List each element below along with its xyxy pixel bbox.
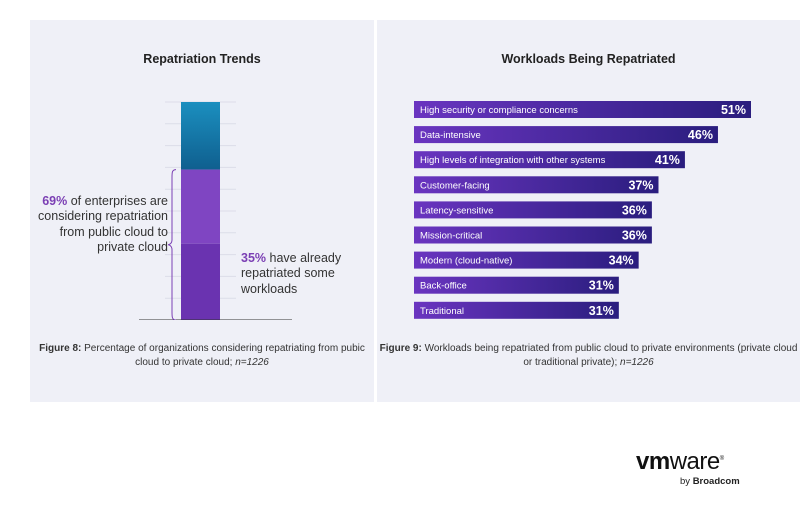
repatriated-pct: 35%: [241, 251, 267, 265]
workload-bar: [414, 151, 685, 169]
bar-segment-remainder: [181, 102, 220, 170]
figure-8-caption: Figure 8: Percentage of organizations co…: [30, 342, 374, 370]
workload-bar: [414, 126, 718, 144]
workload-bar-label: Traditional: [420, 306, 464, 317]
workload-bar: [414, 201, 652, 219]
considering-text: of enterprises are considering repatriat…: [38, 194, 168, 255]
figure-8-label: Figure 8:: [39, 343, 82, 354]
left-panel-title: Repatriation Trends: [143, 52, 261, 66]
workload-bar-value: 31%: [589, 279, 614, 293]
considering-annotation: 69% of enterprises are considering repat…: [28, 194, 168, 256]
vmware-logo: vmware® by Broadcom: [636, 448, 756, 492]
workload-bar-label: Mission-critical: [420, 231, 482, 242]
vmware-wordmark: vmware®: [636, 448, 724, 475]
bar-segment-repatriated: [181, 243, 220, 320]
workload-bar-value: 46%: [688, 128, 713, 142]
workload-bar: [414, 251, 639, 269]
figure-9-label: Figure 9:: [379, 343, 422, 354]
repatriated-text: have already repatriated some workloads: [241, 251, 342, 296]
workload-bar-value: 41%: [655, 153, 680, 167]
repatriation-trend-bar: [139, 101, 292, 320]
workload-bar-value: 31%: [589, 304, 614, 318]
workloads-bar-chart: High security or compliance concerns 51% D…: [414, 101, 751, 319]
figure-8-n: n=1226: [235, 357, 269, 368]
workload-bar: [414, 176, 659, 194]
workload-bar-label: Modern (cloud-native): [420, 256, 512, 267]
workload-bar-label: Data-intensive: [420, 130, 481, 141]
workload-bar: [414, 276, 619, 294]
workload-bar-label: Back-office: [420, 281, 467, 292]
bar-segment-considering: [181, 169, 220, 244]
workload-bar-value: 37%: [628, 178, 653, 192]
workload-bar-value: 51%: [721, 103, 746, 117]
considering-pct: 69%: [42, 194, 68, 208]
figure-9-caption: Figure 9: Workloads being repatriated fr…: [377, 342, 800, 370]
figure-8-text: Percentage of organizations considering …: [84, 343, 365, 368]
workload-bar: [414, 226, 652, 244]
workload-bar: [414, 101, 751, 118]
workload-bar-label: Customer-facing: [420, 180, 490, 191]
considering-bracket: [167, 169, 177, 320]
left-panel: Repatriation Trends 69% of enterprises a…: [30, 20, 374, 402]
workload-bar-label: High levels of integration with other sy…: [420, 155, 606, 166]
workload-bar-label: Latency-sensitive: [420, 205, 493, 216]
workload-bar-value: 36%: [622, 229, 647, 243]
workload-bar-value: 34%: [609, 254, 634, 268]
figure-9-n: n=1226: [620, 357, 654, 368]
by-broadcom-tag: by Broadcom: [680, 476, 740, 487]
figure-9-text: Workloads being repatriated from public …: [424, 343, 798, 368]
right-panel: Workloads Being Repatriated High securit…: [377, 20, 800, 402]
workload-bar-value: 36%: [622, 203, 647, 217]
workload-bar: [414, 301, 619, 319]
right-panel-title: Workloads Being Repatriated: [501, 52, 676, 66]
workload-bar-label: High security or compliance concerns: [420, 105, 578, 116]
repatriated-annotation: 35% have already repatriated some worklo…: [241, 251, 381, 297]
